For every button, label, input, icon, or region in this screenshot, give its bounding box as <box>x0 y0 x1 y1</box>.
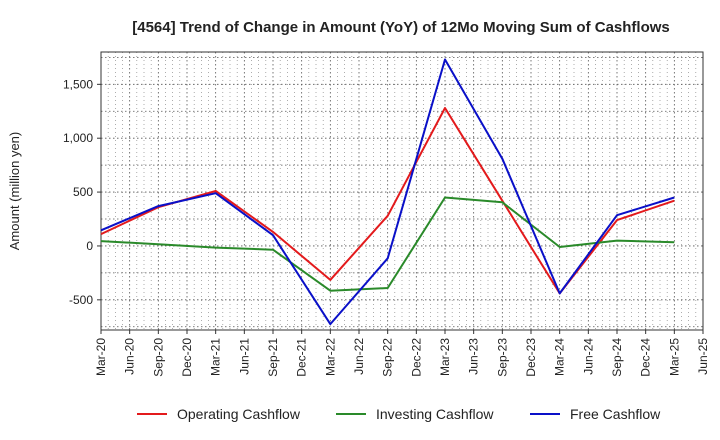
chart-title: [4564] Trend of Change in Amount (YoY) o… <box>132 19 670 36</box>
x-tick-label: Mar-24 <box>553 338 567 376</box>
series-lines <box>100 58 675 326</box>
x-tick-label: Jun-25 <box>696 338 710 375</box>
x-tick-label: Sep-22 <box>381 338 395 377</box>
y-tick-label: 0 <box>86 239 93 253</box>
y-tick-label: 1,000 <box>63 131 93 145</box>
x-tick-label: Sep-23 <box>495 338 509 377</box>
x-tick-label: Jun-20 <box>123 338 137 375</box>
x-tick-label: Mar-21 <box>209 338 223 376</box>
legend-label-operating-cashflow: Operating Cashflow <box>177 406 301 422</box>
free-cashflow-line <box>100 58 675 326</box>
plot-frame <box>100 51 704 331</box>
x-tick-label: Mar-22 <box>323 338 337 376</box>
x-tick-label: Mar-20 <box>94 338 108 376</box>
investing-cashflow-line <box>100 196 675 292</box>
x-tick-label: Dec-22 <box>409 338 423 377</box>
x-tick-label: Jun-22 <box>352 338 366 375</box>
x-tick-label: Dec-24 <box>639 338 653 377</box>
x-tick-label: Sep-21 <box>266 338 280 377</box>
y-axis-ticks: -500 0 500 1,000 1,500 <box>63 77 101 307</box>
x-tick-label: Dec-21 <box>295 338 309 377</box>
x-tick-label: Dec-23 <box>524 338 538 377</box>
x-tick-label: Mar-23 <box>438 338 452 376</box>
x-axis-ticks: Mar-20 Jun-20 Sep-20 Dec-20 Mar-21 Jun-21 Sep-… <box>94 330 710 377</box>
x-tick-label: Dec-20 <box>180 338 194 377</box>
plot-area-border <box>100 51 704 331</box>
x-tick-label: Jun-23 <box>467 338 481 375</box>
y-axis-label: Amount (million yen) <box>7 132 22 251</box>
legend-label-investing-cashflow: Investing Cashflow <box>376 406 494 422</box>
x-tick-label: Sep-24 <box>610 338 624 377</box>
y-tick-label: 500 <box>73 185 93 199</box>
y-tick-label: -500 <box>69 293 93 307</box>
x-tick-label: Jun-21 <box>237 338 251 375</box>
legend: Operating Cashflow Investing Cashflow Free… <box>137 406 661 422</box>
legend-label-free-cashflow: Free Cashflow <box>570 406 661 422</box>
y-tick-label: 1,500 <box>63 77 93 91</box>
x-tick-label: Jun-24 <box>581 338 595 375</box>
x-tick-label: Sep-20 <box>151 338 165 377</box>
x-tick-label: Mar-25 <box>667 338 681 376</box>
